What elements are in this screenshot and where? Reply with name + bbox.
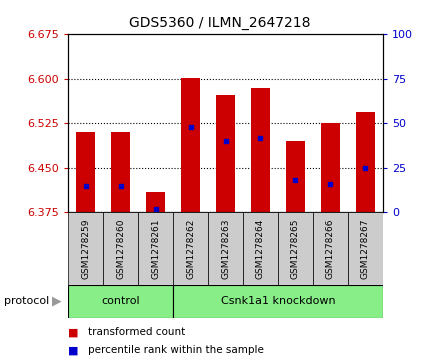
Text: GSM1278267: GSM1278267 — [361, 218, 370, 279]
Text: GSM1278259: GSM1278259 — [81, 218, 90, 279]
Bar — [348, 212, 383, 285]
Text: control: control — [101, 296, 140, 306]
Bar — [111, 132, 130, 212]
Bar — [216, 95, 235, 212]
Text: ■: ■ — [68, 345, 79, 355]
Bar — [251, 88, 270, 212]
Bar — [321, 123, 340, 212]
Bar — [286, 141, 305, 212]
Text: GSM1278266: GSM1278266 — [326, 218, 335, 279]
Text: GSM1278262: GSM1278262 — [186, 218, 195, 278]
Bar — [146, 192, 165, 212]
Text: ■: ■ — [68, 327, 79, 337]
Text: transformed count: transformed count — [88, 327, 185, 337]
Text: GDS5360 / ILMN_2647218: GDS5360 / ILMN_2647218 — [129, 16, 311, 30]
Bar — [278, 212, 313, 285]
Text: GSM1278260: GSM1278260 — [116, 218, 125, 279]
Text: protocol: protocol — [4, 296, 50, 306]
Bar — [208, 212, 243, 285]
Text: GSM1278263: GSM1278263 — [221, 218, 230, 279]
Bar — [103, 212, 138, 285]
Text: percentile rank within the sample: percentile rank within the sample — [88, 345, 264, 355]
Bar — [68, 285, 173, 318]
Bar — [138, 212, 173, 285]
Bar — [243, 212, 278, 285]
Bar — [68, 212, 103, 285]
Text: Csnk1a1 knockdown: Csnk1a1 knockdown — [220, 296, 335, 306]
Bar — [173, 212, 208, 285]
Bar — [173, 285, 383, 318]
Text: GSM1278265: GSM1278265 — [291, 218, 300, 279]
Text: GSM1278264: GSM1278264 — [256, 218, 265, 278]
Text: GSM1278261: GSM1278261 — [151, 218, 160, 279]
Bar — [76, 132, 95, 212]
Bar — [356, 111, 375, 212]
Bar — [181, 78, 200, 212]
Text: ▶: ▶ — [52, 295, 62, 308]
Bar — [313, 212, 348, 285]
